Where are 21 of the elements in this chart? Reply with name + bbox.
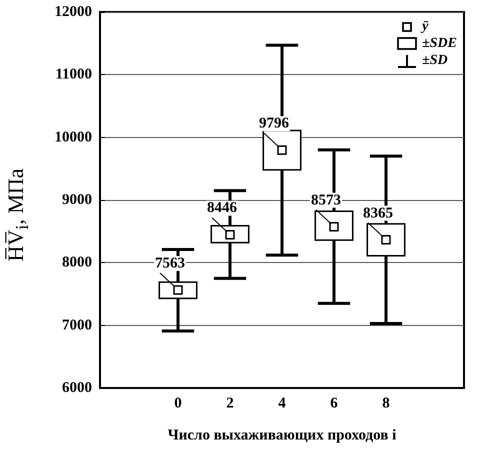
annotation: ±SD	[422, 52, 448, 68]
x-tick-label: 0	[174, 396, 182, 412]
annotation: 8365	[363, 205, 393, 222]
y-tick-label: 10000	[54, 129, 92, 146]
annotation: 8446	[207, 200, 238, 216]
annotation: 9796	[259, 116, 290, 132]
annotation: ±SDE	[422, 36, 457, 52]
y-tick-label: 11000	[55, 66, 92, 83]
y-tick-label: 6000	[62, 380, 92, 396]
x-tick-label: 4	[278, 396, 286, 412]
x-tick-label: 2	[226, 396, 234, 412]
y-tick-label: 12000	[54, 4, 92, 20]
annotation: 7563	[155, 256, 185, 272]
y-tick-label: 9000	[62, 192, 92, 208]
y-tick-label: 7000	[62, 317, 92, 334]
y-tick-label: 8000	[62, 254, 92, 271]
x-tick-label: 6	[330, 396, 338, 412]
x-axis-title: Число выхаживающих проходов i	[168, 428, 396, 444]
x-tick-label: 8	[382, 396, 390, 412]
annotation: 8573	[311, 192, 341, 208]
annotation: ȳ	[422, 18, 428, 34]
